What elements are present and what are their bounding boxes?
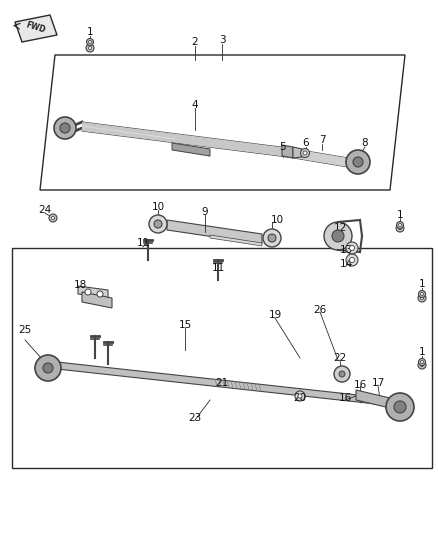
Circle shape — [350, 257, 354, 262]
Polygon shape — [167, 220, 262, 244]
Text: 16: 16 — [353, 380, 367, 390]
Polygon shape — [57, 362, 385, 405]
Circle shape — [298, 394, 302, 398]
Circle shape — [399, 223, 402, 227]
Circle shape — [396, 222, 403, 229]
Polygon shape — [78, 286, 108, 298]
Circle shape — [350, 246, 354, 251]
Text: 8: 8 — [362, 138, 368, 148]
Circle shape — [418, 359, 425, 366]
Circle shape — [418, 294, 426, 302]
Polygon shape — [15, 15, 57, 42]
Circle shape — [394, 401, 406, 413]
Circle shape — [420, 364, 424, 367]
Text: 1: 1 — [419, 347, 425, 357]
Circle shape — [396, 224, 404, 232]
Circle shape — [268, 234, 276, 242]
Text: 19: 19 — [268, 310, 282, 320]
Circle shape — [60, 123, 70, 133]
Circle shape — [334, 366, 350, 382]
Circle shape — [346, 254, 358, 266]
Text: 10: 10 — [152, 202, 165, 212]
Polygon shape — [172, 143, 210, 156]
Text: 17: 17 — [371, 378, 385, 388]
Text: 22: 22 — [333, 353, 346, 363]
Circle shape — [303, 151, 307, 155]
Circle shape — [49, 214, 57, 222]
Circle shape — [339, 371, 345, 377]
Circle shape — [88, 41, 92, 44]
Circle shape — [263, 229, 281, 247]
Circle shape — [149, 215, 167, 233]
Text: 7: 7 — [319, 135, 325, 145]
Text: 23: 23 — [188, 413, 201, 423]
Circle shape — [85, 289, 91, 295]
Circle shape — [43, 363, 53, 373]
Circle shape — [353, 157, 363, 167]
Circle shape — [295, 391, 305, 401]
Text: 3: 3 — [219, 35, 225, 45]
Polygon shape — [293, 147, 302, 158]
Circle shape — [54, 117, 76, 139]
Circle shape — [35, 355, 61, 381]
Text: 14: 14 — [339, 259, 353, 269]
Text: FWD: FWD — [25, 21, 47, 35]
Text: 9: 9 — [201, 207, 208, 217]
Text: 1: 1 — [87, 27, 93, 37]
Text: 2: 2 — [192, 37, 198, 47]
Circle shape — [86, 44, 94, 52]
Text: 11: 11 — [136, 238, 150, 248]
Circle shape — [386, 393, 414, 421]
Text: 24: 24 — [39, 205, 52, 215]
Circle shape — [332, 230, 344, 242]
Circle shape — [399, 227, 402, 230]
Polygon shape — [82, 122, 288, 157]
Circle shape — [86, 38, 93, 45]
Text: 4: 4 — [192, 100, 198, 110]
Polygon shape — [210, 235, 262, 246]
Polygon shape — [282, 145, 293, 158]
Circle shape — [346, 242, 358, 254]
Text: 5: 5 — [280, 142, 286, 152]
Text: 13: 13 — [339, 245, 353, 255]
Polygon shape — [288, 148, 348, 167]
Circle shape — [418, 361, 426, 369]
Text: 25: 25 — [18, 325, 32, 335]
Circle shape — [97, 291, 103, 297]
Text: 26: 26 — [313, 305, 327, 315]
Text: 10: 10 — [270, 215, 283, 225]
Text: 15: 15 — [178, 320, 192, 330]
Text: 20: 20 — [293, 393, 307, 403]
Text: 1: 1 — [397, 210, 403, 220]
Polygon shape — [356, 390, 390, 408]
Text: 21: 21 — [215, 378, 229, 388]
Text: 16: 16 — [339, 393, 352, 403]
Circle shape — [346, 150, 370, 174]
Circle shape — [418, 290, 425, 297]
Text: 12: 12 — [333, 223, 346, 233]
Text: 18: 18 — [74, 280, 87, 290]
Circle shape — [324, 222, 352, 250]
Text: 11: 11 — [212, 263, 225, 273]
Circle shape — [52, 216, 54, 220]
Text: 6: 6 — [303, 138, 309, 148]
Circle shape — [88, 46, 92, 50]
Polygon shape — [82, 292, 112, 308]
Circle shape — [420, 360, 424, 364]
Circle shape — [420, 293, 424, 295]
Circle shape — [420, 296, 424, 300]
Circle shape — [154, 220, 162, 228]
Circle shape — [300, 149, 310, 157]
Text: 1: 1 — [419, 279, 425, 289]
